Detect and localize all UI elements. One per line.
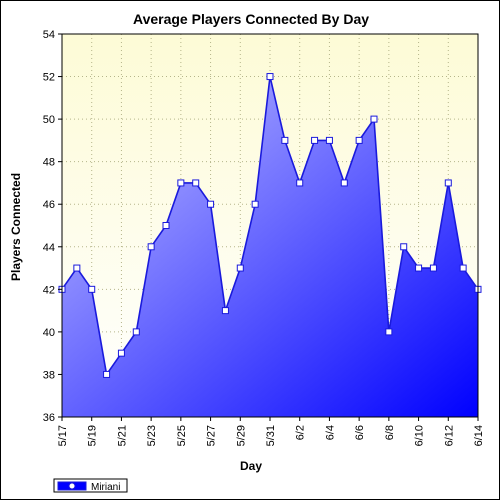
y-tick-label: 38 <box>43 369 55 381</box>
x-axis-title: Day <box>240 459 262 473</box>
data-point-6-3 <box>311 136 319 144</box>
data-point-6-4 <box>325 136 333 144</box>
data-point-6-13 <box>459 264 467 272</box>
series-area-fill <box>62 76 478 418</box>
data-point-5-31 <box>266 73 274 81</box>
data-point-6-11 <box>429 264 437 272</box>
y-axis-ticks: 36 38 40 42 44 46 48 50 52 54 <box>43 29 62 424</box>
y-tick-label: 52 <box>43 72 55 84</box>
x-tick-label: 5/21 <box>116 425 128 446</box>
x-axis-ticks: 5/17 5/19 5/21 5/23 5/25 5/27 5/29 5/31 6/2 6/4 6/… <box>57 417 485 446</box>
x-tick-label: 6/6 <box>354 425 366 440</box>
x-tick-label: 5/27 <box>206 425 218 446</box>
x-tick-label: 6/12 <box>443 425 455 446</box>
x-tick-label: 6/10 <box>414 425 426 446</box>
data-point-5-29 <box>236 264 244 272</box>
x-tick-label: 6/4 <box>324 425 336 440</box>
y-tick-label: 42 <box>43 284 55 296</box>
data-point-5-25 <box>177 179 185 187</box>
data-point-5-21 <box>117 349 125 357</box>
data-point-6-6 <box>355 136 363 144</box>
data-point-5-24 <box>162 222 170 229</box>
data-point-5-27 <box>207 200 215 208</box>
data-point-6-10 <box>415 264 423 272</box>
data-point-6-2 <box>296 179 304 187</box>
data-point-6-1 <box>281 136 289 144</box>
data-point-5-26 <box>192 179 200 187</box>
data-point-6-9 <box>400 243 408 251</box>
legend: Miriani <box>53 478 128 493</box>
y-tick-label: 44 <box>43 242 55 254</box>
y-tick-label: 46 <box>43 199 55 211</box>
chart-title: Average Players Connected By Day <box>133 11 369 27</box>
x-tick-label: 6/14 <box>473 425 485 446</box>
legend-marker <box>68 482 76 490</box>
data-point-6-5 <box>340 179 348 187</box>
data-point-5-23 <box>147 243 155 251</box>
y-tick-label: 48 <box>43 157 55 169</box>
data-point-5-18 <box>73 264 81 272</box>
data-point-5-19 <box>88 285 96 293</box>
x-tick-label: 5/17 <box>57 425 69 446</box>
y-tick-label: 36 <box>43 412 55 424</box>
x-tick-label: 6/8 <box>384 425 396 440</box>
x-tick-label: 6/2 <box>295 425 307 440</box>
x-tick-label: 5/31 <box>265 425 277 446</box>
legend-label-miriani: Miriani <box>91 482 120 493</box>
y-tick-label: 40 <box>43 327 55 339</box>
y-tick-label: 50 <box>43 114 55 126</box>
data-point-6-7 <box>370 115 378 123</box>
x-tick-label: 5/23 <box>146 425 158 446</box>
data-point-5-20 <box>103 370 111 378</box>
data-point-6-8 <box>385 328 393 336</box>
data-point-5-22 <box>132 328 140 336</box>
y-axis-title: Players Connected <box>9 173 23 281</box>
data-points <box>58 73 482 378</box>
x-tick-label: 5/25 <box>176 425 188 446</box>
x-tick-label: 5/19 <box>87 425 99 446</box>
y-tick-label: 54 <box>43 29 55 41</box>
data-point-5-30 <box>251 200 259 208</box>
data-point-5-28 <box>221 307 229 315</box>
x-tick-label: 5/29 <box>235 425 247 446</box>
data-point-6-12 <box>444 179 452 187</box>
